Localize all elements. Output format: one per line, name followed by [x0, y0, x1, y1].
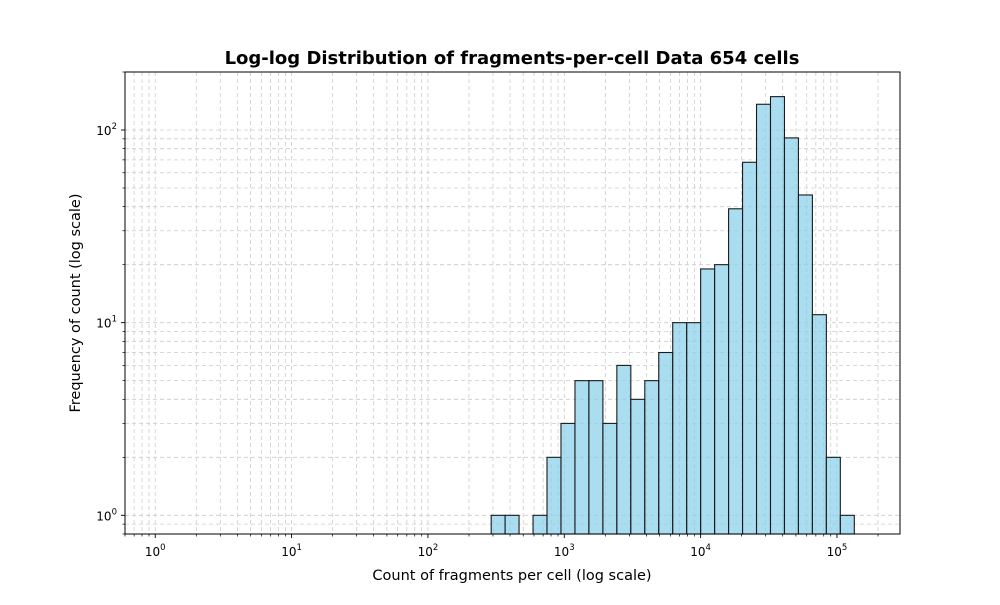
histogram-bar [546, 456, 562, 535]
histogram-bar [630, 398, 646, 535]
plot-frame [124, 71, 901, 535]
y-tick-label: 102 [96, 122, 117, 138]
histogram-bar [616, 364, 632, 535]
histogram-bar [490, 514, 506, 535]
histogram-bars [490, 96, 855, 535]
histogram-bar [783, 137, 799, 535]
histogram-bar [728, 208, 744, 535]
histogram-bar [811, 314, 827, 535]
x-tick-label: 101 [281, 543, 302, 559]
histogram-bar [574, 380, 590, 535]
histogram-bar [644, 380, 660, 535]
chart-title: Log-log Distribution of fragments-per-ce… [225, 48, 800, 69]
histogram-bar [700, 268, 716, 535]
histogram-bar [797, 194, 813, 535]
histogram-bar [588, 380, 604, 535]
x-axis-label: Count of fragments per cell (log scale) [372, 568, 651, 584]
x-tick-label: 105 [827, 543, 848, 559]
histogram-bar [686, 322, 702, 535]
x-tick-label: 102 [418, 543, 439, 559]
histogram-bar [825, 456, 841, 535]
x-tick-label: 104 [690, 543, 711, 559]
histogram-bar [504, 514, 520, 535]
histogram-bar [672, 322, 688, 535]
x-tick-label: 100 [145, 543, 166, 559]
y-tick-label: 101 [96, 315, 117, 331]
axis-ticks: 100 101 102 103 104 105 100 101 102 [96, 71, 879, 559]
histogram-bar [658, 351, 674, 535]
histogram-bar [742, 161, 758, 535]
x-tick-label: 103 [554, 543, 575, 559]
histogram-bar [560, 422, 576, 535]
y-axis-label: Frequency of count (log scale) [68, 193, 84, 412]
histogram-bar [755, 103, 772, 535]
histogram-bar [602, 422, 618, 535]
y-tick-label: 100 [96, 507, 117, 523]
histogram-bar [532, 514, 548, 535]
histogram-bar [769, 96, 786, 535]
histogram-bar [839, 514, 855, 535]
histogram-bar [714, 264, 730, 535]
